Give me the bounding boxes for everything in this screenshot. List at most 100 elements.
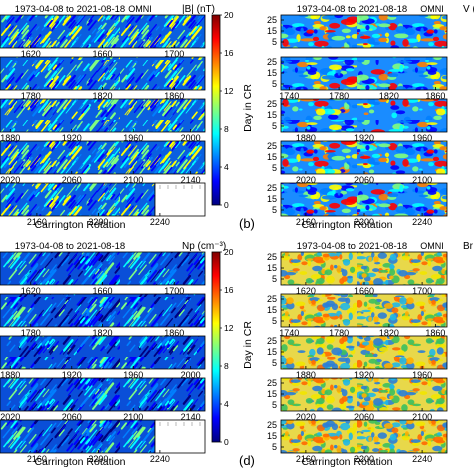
x-tick-label: 1780 xyxy=(329,328,349,338)
x-tick-label: 2000 xyxy=(181,133,201,143)
x-tick-label: 1880 xyxy=(0,370,20,380)
x-tick-label: 2060 xyxy=(354,175,374,185)
panel-bottom-right: 1973-04-08 to 2021-08-18 OMNI Br 1620 1660 17… xyxy=(239,241,474,468)
day-tick-label: 25 xyxy=(267,378,277,388)
colorbar-tick-label: 20 xyxy=(224,247,234,257)
x-tick-label: 2240 xyxy=(150,454,170,464)
heatmap-strip xyxy=(280,56,448,91)
x-tick-label: 1920 xyxy=(62,133,82,143)
quantity-label: V ( xyxy=(463,4,474,15)
day-tick-label: 5 xyxy=(272,274,277,284)
day-tick-label: 5 xyxy=(272,205,277,215)
x-tick-label: 1620 xyxy=(296,286,316,296)
source-label: OMNI xyxy=(420,241,444,251)
colorbar xyxy=(211,14,221,206)
panel-label: (b) xyxy=(239,216,255,231)
empty-region xyxy=(154,182,206,217)
x-tick-label: 2240 xyxy=(412,217,432,227)
day-tick-label: 15 xyxy=(267,305,277,315)
x-tick-label: 2060 xyxy=(62,175,82,185)
panel-label: (d) xyxy=(239,453,255,468)
x-tick-label: 2160 xyxy=(27,454,47,464)
day-tick-label: 5 xyxy=(272,400,277,410)
heatmap-strip xyxy=(0,251,206,286)
x-tick-label: 2240 xyxy=(412,454,432,464)
colorbar-tick-label: 12 xyxy=(224,86,234,96)
day-tick-label: 5 xyxy=(272,79,277,89)
source-label: OMNI xyxy=(420,4,444,14)
heatmap-strip xyxy=(0,98,206,133)
day-tick-label: 25 xyxy=(267,15,277,25)
x-tick-label: 2200 xyxy=(88,217,108,227)
x-tick-label: 1860 xyxy=(425,91,445,101)
x-tick-label: 1700 xyxy=(412,286,432,296)
x-tick-label: 1740 xyxy=(279,328,299,338)
day-tick-label: 25 xyxy=(267,183,277,193)
x-tick-label: 2240 xyxy=(150,217,170,227)
x-tick-label: 2020 xyxy=(0,175,20,185)
colorbar-tick-label: 16 xyxy=(224,285,234,295)
source-label: OMNI xyxy=(128,4,152,14)
x-tick-label: 2200 xyxy=(88,454,108,464)
heatmap-strip xyxy=(0,56,206,91)
heatmap-strip xyxy=(280,335,448,370)
x-tick-label: 1920 xyxy=(354,133,374,143)
x-tick-label: 2200 xyxy=(354,454,374,464)
x-tick-label: 1860 xyxy=(425,328,445,338)
day-tick-label: 5 xyxy=(272,121,277,131)
x-tick-label: 1820 xyxy=(92,328,112,338)
heatmap-strip xyxy=(280,293,448,328)
x-axis-label: Carrington Rotation xyxy=(34,456,125,468)
day-tick-label: 15 xyxy=(267,431,277,441)
heatmap-strip xyxy=(0,419,156,454)
heatmap-strip xyxy=(280,140,448,175)
heatmap-strip xyxy=(0,182,156,217)
x-tick-label: 1660 xyxy=(92,49,112,59)
quantity-label: Br xyxy=(463,241,474,252)
day-tick-label: 25 xyxy=(267,294,277,304)
quantity-label: |B| (nT) xyxy=(182,4,215,15)
heatmap-strip xyxy=(0,335,206,370)
x-tick-label: 2060 xyxy=(354,412,374,422)
x-tick-label: 2100 xyxy=(412,412,432,422)
x-tick-label: 2160 xyxy=(296,454,316,464)
day-tick-label: 15 xyxy=(267,194,277,204)
colorbar-tick-label: 4 xyxy=(224,162,229,172)
x-axis-label: Carrington Rotation xyxy=(34,219,125,231)
x-tick-label: 1700 xyxy=(164,49,184,59)
y-axis-label: Day in CR xyxy=(242,321,254,369)
x-tick-label: 1820 xyxy=(379,328,399,338)
panel-header: 1973-04-08 to 2021-08-18 xyxy=(15,4,125,15)
x-tick-label: 1740 xyxy=(279,91,299,101)
x-tick-label: 2140 xyxy=(181,175,201,185)
x-tick-label: 2100 xyxy=(123,175,143,185)
colorbar xyxy=(211,251,221,443)
heatmap-strip xyxy=(0,377,206,412)
x-tick-label: 2100 xyxy=(123,412,143,422)
x-tick-label: 2020 xyxy=(0,412,20,422)
x-tick-label: 2160 xyxy=(27,217,47,227)
heatmap-strip xyxy=(0,293,206,328)
x-tick-label: 1960 xyxy=(123,370,143,380)
day-tick-label: 5 xyxy=(272,316,277,326)
x-tick-label: 1920 xyxy=(354,370,374,380)
heatmap-strip xyxy=(280,377,448,412)
heatmap-strip xyxy=(280,14,448,49)
x-tick-label: 2060 xyxy=(62,412,82,422)
empty-region xyxy=(154,419,206,454)
day-tick-label: 25 xyxy=(267,336,277,346)
heatmap-strip xyxy=(280,98,448,133)
panel-top-left: 1973-04-08 to 2021-08-18 OMNI |B| (nT)1620… xyxy=(0,4,234,231)
day-tick-label: 15 xyxy=(267,347,277,357)
x-tick-label: 1860 xyxy=(164,328,184,338)
panel-header: 1973-04-08 to 2021-08-18 xyxy=(297,241,407,252)
heatmap-strip xyxy=(280,251,448,286)
x-tick-label: 1620 xyxy=(21,286,41,296)
day-tick-label: 5 xyxy=(272,163,277,173)
x-tick-label: 2020 xyxy=(296,412,316,422)
day-tick-label: 15 xyxy=(267,263,277,273)
day-tick-label: 25 xyxy=(267,99,277,109)
x-axis-label: Carrington Rotation xyxy=(301,219,392,231)
